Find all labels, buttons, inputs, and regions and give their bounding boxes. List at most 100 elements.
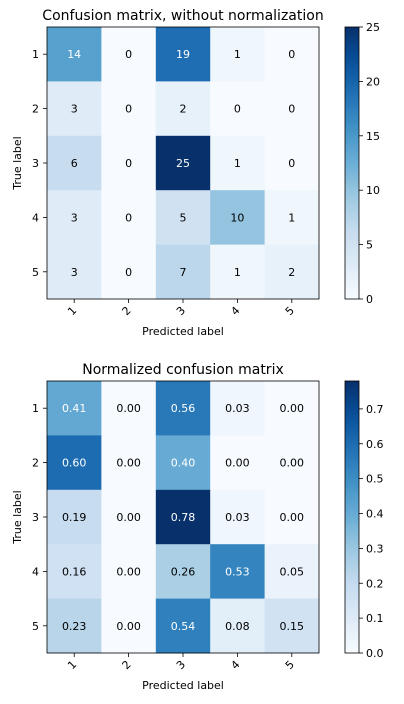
- cell-value-label: 0: [288, 103, 295, 116]
- cell-value-label: 1: [288, 211, 295, 224]
- y-tick-label: 1: [32, 402, 39, 415]
- x-axis-label: Predicted label: [142, 679, 224, 692]
- x-tick-label: 3: [174, 658, 188, 672]
- heatmap-chart-1: Confusion matrix, without normalization 1…: [11, 8, 380, 338]
- cell-value-label: 1: [234, 157, 241, 170]
- cell-value-label: 0.60: [62, 457, 87, 470]
- cell-value-label: 10: [230, 211, 244, 224]
- heatmap-cell: [155, 489, 211, 545]
- cell-value-label: 0.08: [225, 620, 250, 633]
- cell-value-label: 0.26: [171, 565, 196, 578]
- cell-value-label: 0.15: [280, 620, 305, 633]
- y-tick-label: 1: [32, 48, 39, 61]
- x-tick-label: 3: [174, 304, 188, 318]
- cell-value-label: 0.03: [225, 402, 250, 415]
- cell-value-label: 0.19: [62, 511, 87, 524]
- heatmap-cell: [101, 81, 157, 137]
- cell-value-label: 0.00: [116, 511, 141, 524]
- cell-value-label: 3: [71, 266, 78, 279]
- heatmap-cell: [101, 598, 157, 654]
- heatmap-cell: [47, 598, 102, 654]
- colorbar: [344, 26, 360, 300]
- heatmap-cell: [155, 190, 211, 246]
- y-tick-label: 3: [32, 511, 39, 524]
- heatmap-cell: [47, 489, 102, 545]
- cell-value-label: 0.40: [171, 457, 196, 470]
- cell-value-label: 0.00: [116, 402, 141, 415]
- heatmap-cell: [264, 544, 320, 600]
- cell-value-label: 0: [125, 157, 132, 170]
- heatmap-cell: [264, 381, 320, 436]
- cell-value-label: 0.23: [62, 620, 87, 633]
- heatmap-cell: [264, 435, 320, 491]
- heatmap-cell: [101, 381, 157, 436]
- heatmap-cell: [155, 135, 211, 191]
- x-tick-label: 4: [228, 658, 242, 672]
- cell-value-label: 0: [125, 211, 132, 224]
- heatmap-cell: [155, 598, 211, 654]
- cell-value-label: 0.00: [225, 457, 250, 470]
- cell-value-label: 0.78: [171, 511, 196, 524]
- x-tick-label: 1: [65, 658, 79, 672]
- cell-value-label: 0.00: [116, 620, 141, 633]
- cell-value-label: 0.53: [225, 565, 250, 578]
- colorbar-tick-label: 0.5: [366, 473, 384, 486]
- heatmap-cell: [101, 190, 157, 246]
- x-tick-label: 2: [120, 658, 134, 672]
- cell-value-label: 2: [288, 266, 295, 279]
- colorbar-tick-label: 0.1: [366, 612, 384, 625]
- heatmap-cell: [47, 135, 102, 191]
- heatmap-cell: [264, 489, 320, 545]
- cell-value-label: 7: [180, 266, 187, 279]
- heatmap-cell: [155, 27, 211, 82]
- y-axis-label: True label: [11, 490, 24, 544]
- cell-value-label: 0.00: [280, 402, 305, 415]
- x-axis-label: Predicted label: [142, 325, 224, 338]
- heatmap-cell: [210, 135, 266, 191]
- colorbar-tick-label: 0.6: [366, 438, 384, 451]
- cell-value-label: 1: [234, 48, 241, 61]
- colorbar-tick-label: 25: [366, 21, 380, 34]
- cell-value-label: 0.00: [116, 565, 141, 578]
- heatmap-cell: [264, 27, 320, 82]
- heatmap-cell: [47, 435, 102, 491]
- cell-value-label: 6: [71, 157, 78, 170]
- heatmap-cell: [264, 190, 320, 246]
- heatmap-cell: [210, 598, 266, 654]
- heatmap-cell: [210, 381, 266, 436]
- heatmap-cell: [155, 381, 211, 436]
- heatmap-cell: [210, 489, 266, 545]
- heatmap-cell: [210, 190, 266, 246]
- x-tick-label: 1: [65, 304, 79, 318]
- cell-value-label: 14: [67, 48, 81, 61]
- y-tick-label: 2: [32, 103, 39, 116]
- y-tick-label: 5: [32, 620, 39, 633]
- cell-value-label: 0.00: [116, 457, 141, 470]
- colorbar-tick-label: 0.2: [366, 577, 384, 590]
- cell-value-label: 19: [176, 48, 190, 61]
- colorbar-tick-label: 15: [366, 130, 380, 143]
- cell-value-label: 0.16: [62, 565, 87, 578]
- heatmap-cell: [47, 190, 102, 246]
- y-tick-label: 5: [32, 266, 39, 279]
- colorbar-tick-label: 0.7: [366, 403, 384, 416]
- heatmap-cell: [210, 544, 266, 600]
- chart-title: Confusion matrix, without normalization: [42, 8, 323, 24]
- cell-value-label: 0.00: [280, 511, 305, 524]
- heatmap-cell: [47, 81, 102, 137]
- cell-value-label: 0: [234, 103, 241, 116]
- cell-value-label: 0.00: [280, 457, 305, 470]
- colorbar-tick-label: 0.0: [366, 647, 384, 660]
- x-tick-label: 5: [283, 658, 297, 672]
- x-tick-label: 2: [120, 304, 134, 318]
- cell-value-label: 0: [125, 48, 132, 61]
- colorbar-tick-label: 0.3: [366, 542, 384, 555]
- heatmap-cell: [210, 81, 266, 137]
- y-tick-label: 4: [32, 565, 39, 578]
- cell-value-label: 0: [125, 103, 132, 116]
- heatmap-cell: [47, 381, 102, 436]
- heatmap-cell: [155, 435, 211, 491]
- chart-title: Normalized confusion matrix: [82, 362, 284, 378]
